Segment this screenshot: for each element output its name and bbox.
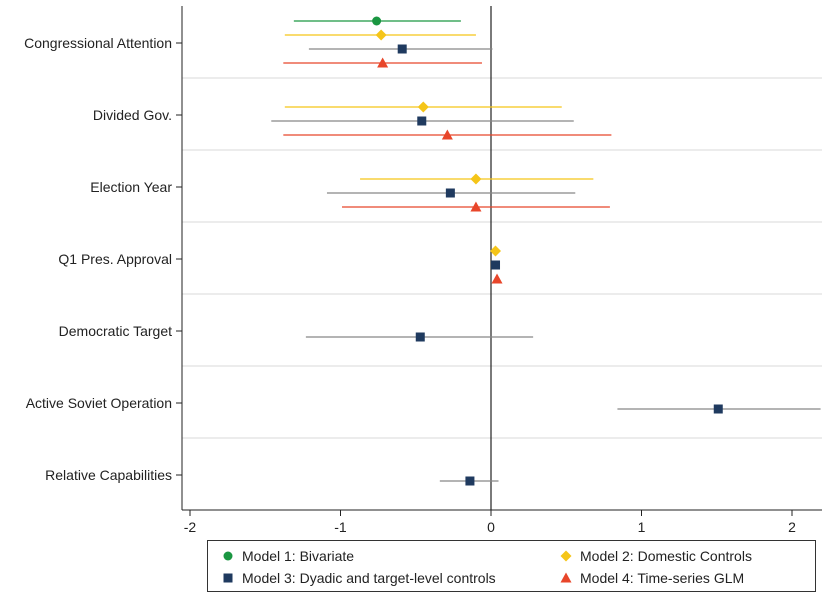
point-marker-square xyxy=(223,573,233,583)
x-tick-label: -1 xyxy=(334,519,347,535)
point-marker-square xyxy=(417,116,427,126)
y-category-label: Relative Capabilities xyxy=(45,467,172,483)
point-marker-diamond xyxy=(375,29,387,41)
point-marker-triangle xyxy=(470,201,482,212)
point-marker-square xyxy=(397,44,407,54)
point-marker-square xyxy=(415,332,425,342)
point-marker-square xyxy=(465,476,475,486)
legend-item: Model 3: Dyadic and target-level control… xyxy=(222,570,496,586)
point-marker-square xyxy=(491,260,501,270)
category-separators xyxy=(182,77,822,439)
x-tick-label: 1 xyxy=(638,519,646,535)
point-marker-square xyxy=(713,404,723,414)
legend-label: Model 3: Dyadic and target-level control… xyxy=(242,570,496,586)
x-tick-label: -2 xyxy=(184,519,197,535)
legend-item: Model 1: Bivariate xyxy=(222,548,354,564)
point-marker-triangle xyxy=(560,572,572,583)
x-axis-ticks: -2 -1 0 1 2 xyxy=(184,510,796,535)
x-tick-label: 0 xyxy=(487,519,495,535)
y-category-label: Active Soviet Operation xyxy=(26,395,172,411)
legend: Model 1: Bivariate Model 2: Domestic Cont… xyxy=(207,540,816,592)
plot-marks xyxy=(271,16,821,486)
legend-item: Model 4: Time-series GLM xyxy=(560,570,744,586)
point-marker-square xyxy=(445,188,455,198)
point-marker-diamond xyxy=(490,245,502,257)
legend-swatch xyxy=(223,573,233,583)
legend-label: Model 2: Domestic Controls xyxy=(580,548,752,564)
y-axis-category-labels: Congressional Attention Divided Gov. Elect… xyxy=(24,35,182,483)
legend-swatch xyxy=(560,550,572,562)
legend-label: Model 4: Time-series GLM xyxy=(580,570,745,586)
y-category-label: Divided Gov. xyxy=(93,107,172,123)
y-category-label: Congressional Attention xyxy=(24,35,172,51)
legend-swatch xyxy=(223,551,233,561)
point-marker-diamond xyxy=(417,101,429,113)
point-marker-triangle xyxy=(377,57,389,68)
point-marker-circle xyxy=(372,16,382,26)
point-marker-circle xyxy=(223,551,233,561)
legend-label: Model 1: Bivariate xyxy=(242,548,355,564)
legend-swatch xyxy=(560,572,572,583)
y-category-label: Democratic Target xyxy=(59,323,172,339)
point-marker-diamond xyxy=(560,550,572,562)
legend-item: Model 2: Domestic Controls xyxy=(560,548,752,564)
y-category-label: Q1 Pres. Approval xyxy=(58,251,172,267)
y-category-label: Election Year xyxy=(90,179,172,195)
point-marker-triangle xyxy=(441,129,453,140)
point-marker-diamond xyxy=(470,173,482,185)
x-tick-label: 2 xyxy=(788,519,796,535)
point-marker-triangle xyxy=(491,273,503,284)
